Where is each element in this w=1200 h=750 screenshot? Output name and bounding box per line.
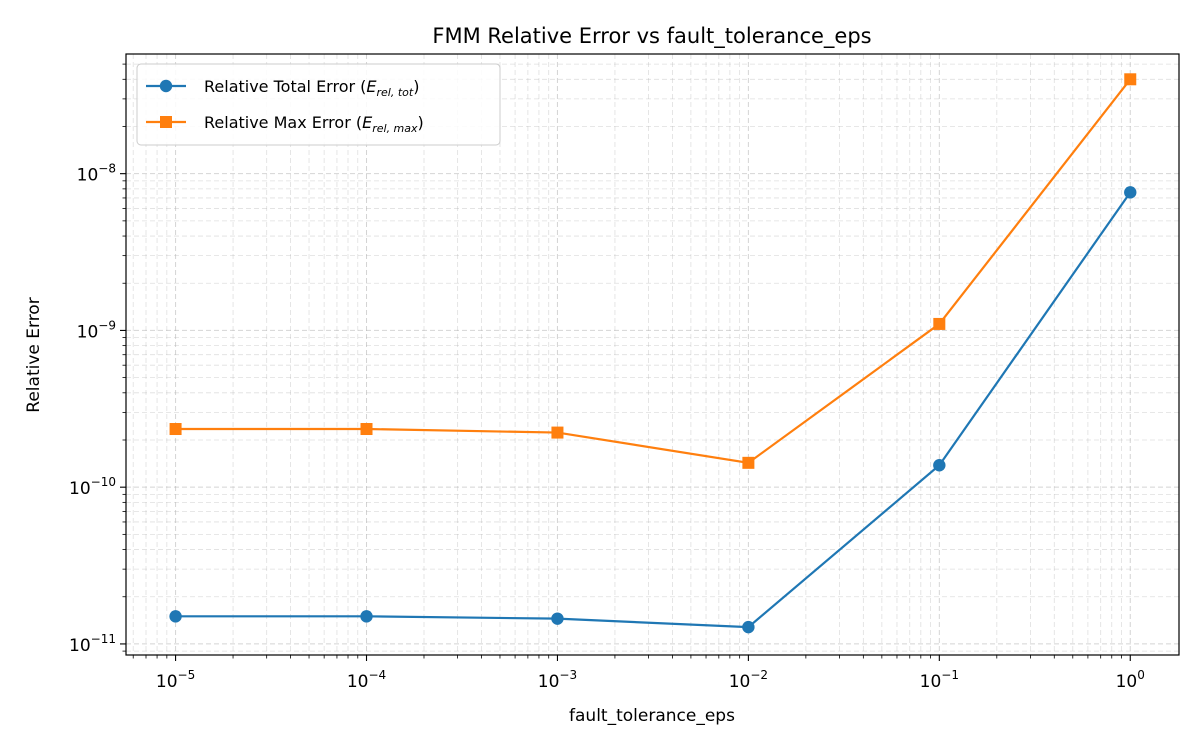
legend-label: Relative Total Error (Erel, tot): [204, 77, 419, 99]
y-axis-label: Relative Error: [24, 297, 44, 412]
data-point: [1124, 186, 1137, 199]
x-tick-label: 10−4: [347, 668, 386, 692]
x-tick-label: 10−5: [156, 668, 195, 692]
grid: [126, 54, 1179, 655]
data-point: [933, 459, 946, 472]
data-point: [1124, 73, 1137, 86]
data-point: [360, 610, 373, 623]
data-point: [742, 620, 755, 634]
ticks: [120, 63, 1131, 661]
x-tick-label: 10−2: [729, 668, 768, 692]
data-point: [742, 456, 755, 469]
series-layer: [169, 73, 1137, 634]
x-tick-label: 100: [1116, 668, 1145, 692]
legend-box: [136, 63, 501, 146]
legend-entry: Relative Max Error (Erel, max): [146, 113, 424, 135]
x-tick-label: 10−3: [538, 668, 577, 692]
legend-marker: [160, 116, 172, 128]
x-tick-label: 10−1: [920, 668, 959, 692]
y-tick-label: 10−11: [69, 632, 116, 656]
x-axis-label: fault_tolerance_eps: [569, 706, 735, 726]
legend-label: Relative Max Error (Erel, max): [204, 113, 424, 135]
data-point: [551, 426, 564, 439]
y-tick-label: 10−10: [69, 475, 116, 499]
legend: Relative Total Error (Erel, tot) Relative…: [136, 63, 501, 146]
data-point: [169, 610, 182, 623]
legend-entry: Relative Total Error (Erel, tot): [146, 77, 419, 99]
y-tick-label: 10−8: [77, 162, 116, 186]
data-point: [933, 317, 946, 330]
tick-labels: 10−5 10−4 10−3 10−2 10−1 100 10−11 10−10 10−9 10−…: [69, 162, 1145, 692]
data-point: [551, 612, 564, 625]
series-line: [175, 191, 1132, 629]
series-line: [175, 78, 1132, 464]
series-relative-max-error: [169, 73, 1137, 469]
series-relative-total-error: [169, 186, 1137, 634]
data-point: [360, 423, 373, 436]
data-point: [169, 423, 182, 436]
legend-marker: [159, 79, 173, 93]
chart-title: FMM Relative Error vs fault_tolerance_ep…: [432, 24, 871, 49]
y-tick-label: 10−9: [77, 318, 116, 342]
